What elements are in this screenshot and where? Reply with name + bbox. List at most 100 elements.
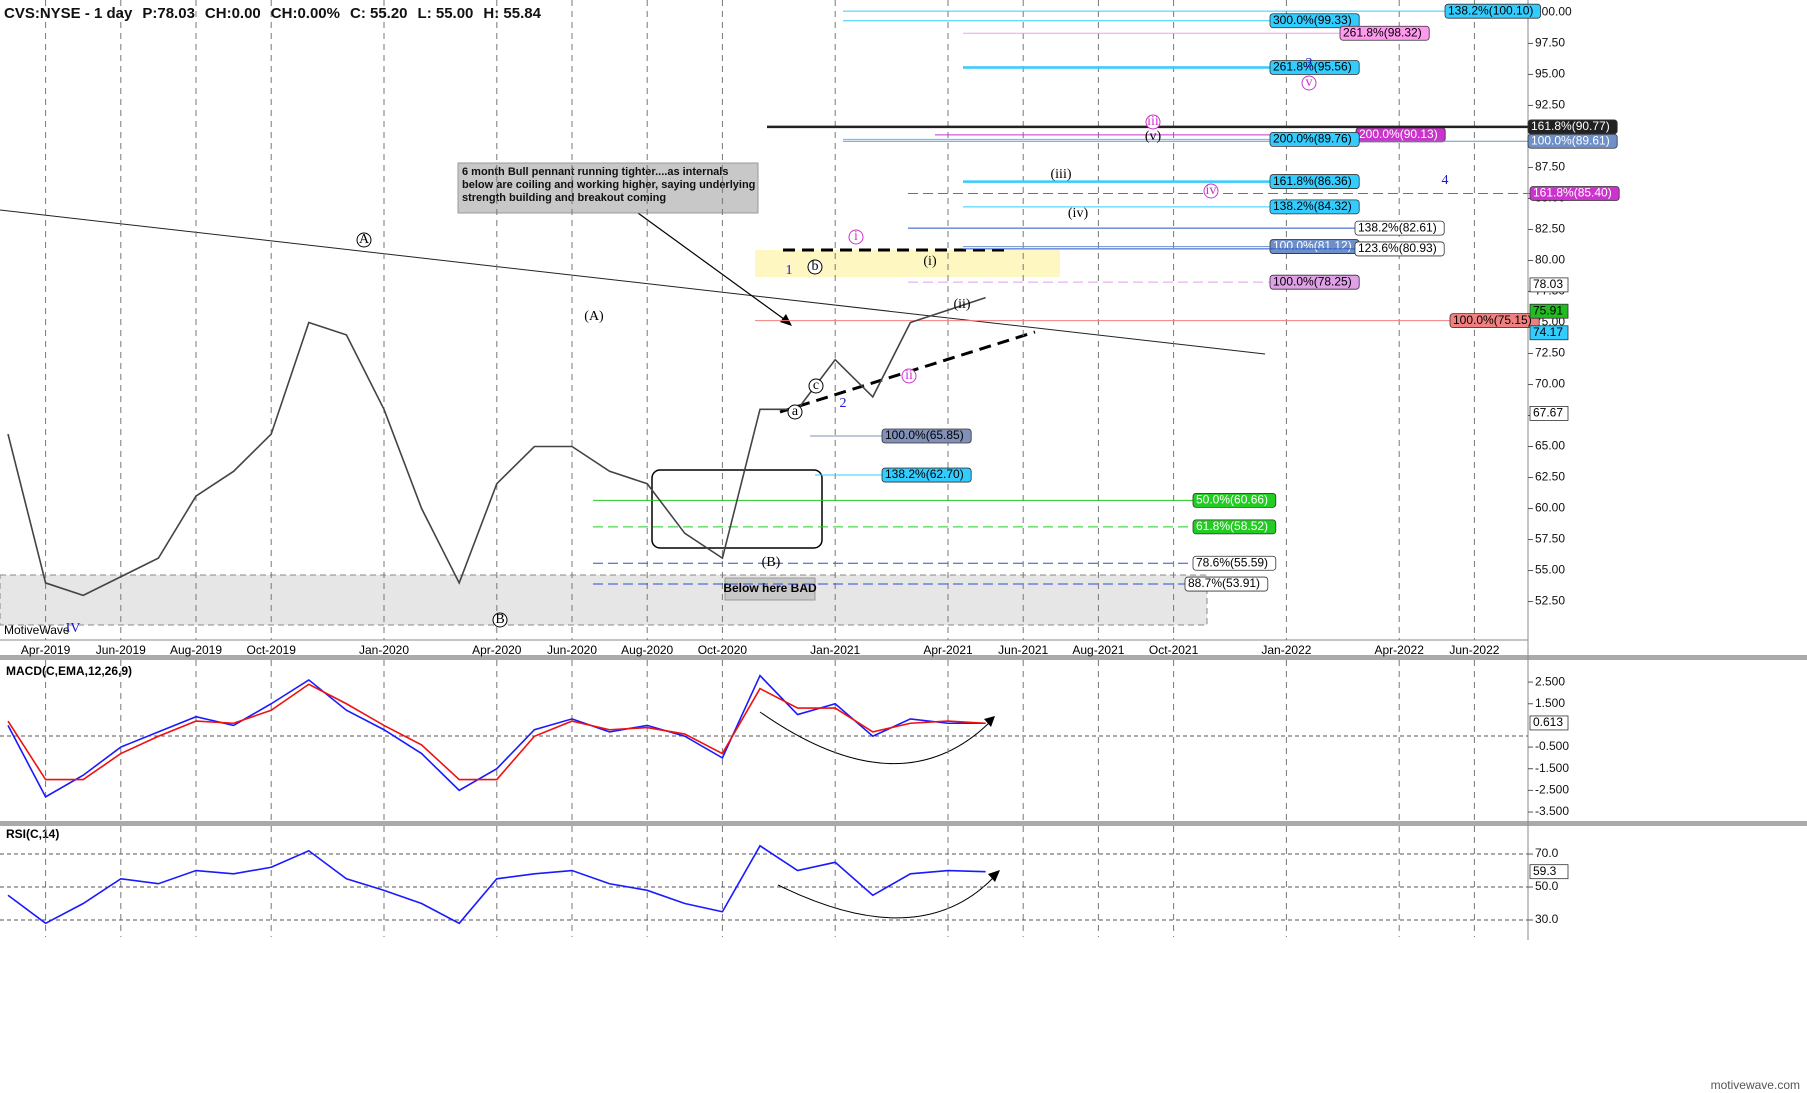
level-box xyxy=(1269,274,1360,290)
wave-label: iv xyxy=(1206,183,1217,198)
series-line xyxy=(7,683,986,781)
wave-circle xyxy=(808,378,824,394)
wave-label: (v) xyxy=(1145,129,1162,144)
x-tick-label: Aug-2020 xyxy=(621,643,673,657)
level-box xyxy=(1449,313,1540,329)
level-label: 161.8%(90.77) xyxy=(1531,119,1610,133)
wave-circle xyxy=(1203,183,1219,199)
level-label: 300.0%(99.33) xyxy=(1273,13,1352,27)
wave-label: c xyxy=(813,378,819,393)
curve-arrow xyxy=(777,875,996,919)
wave-label: (iv) xyxy=(1068,206,1089,221)
y-tick-label: 87.50 xyxy=(1535,160,1565,174)
series-line xyxy=(7,296,986,597)
separator xyxy=(0,821,1807,826)
wave-circle xyxy=(848,229,864,245)
y-tick-label: 55.00 xyxy=(1535,563,1565,577)
y-tick-label: -2.500 xyxy=(1535,783,1569,797)
level-box xyxy=(1269,13,1360,29)
level-box xyxy=(1192,555,1277,571)
arrow-head xyxy=(988,870,1000,882)
level-box xyxy=(1444,3,1541,19)
level-box xyxy=(1527,133,1618,149)
x-tick-label: Oct-2019 xyxy=(247,643,297,657)
x-tick-label: Apr-2022 xyxy=(1375,643,1425,657)
wave-label: (iii) xyxy=(1051,167,1072,182)
level-box xyxy=(1269,132,1360,147)
level-label: 50.0%(60.66) xyxy=(1196,493,1268,507)
bad-box xyxy=(724,577,816,601)
level-label: 161.8%(85.40) xyxy=(1533,186,1612,200)
x-tick-label: Jan-2022 xyxy=(1261,643,1311,657)
wave-label: i xyxy=(854,229,858,244)
price-marker xyxy=(1529,405,1569,421)
x-tick-label: Oct-2021 xyxy=(1149,643,1199,657)
level-label: 261.8%(95.56) xyxy=(1273,60,1352,74)
x-tick-label: Aug-2019 xyxy=(170,643,222,657)
level-label: 123.6%(80.93) xyxy=(1358,241,1437,255)
y-tick-label: 100.00 xyxy=(1535,5,1572,19)
wave-label: B xyxy=(495,612,504,627)
level-label: 100.0%(75.15) xyxy=(1453,313,1532,327)
note: 6 month Bull pennant running tighter....… xyxy=(462,166,756,204)
y-tick-label: 1.500 xyxy=(1535,696,1565,710)
change: CH:0.00 xyxy=(204,4,261,22)
panel-title: MACD(C,EMA,12,26,9) xyxy=(6,664,132,678)
price-marker xyxy=(1529,715,1569,731)
wave-label: iii xyxy=(1147,114,1159,129)
y-tick-label: 70.0 xyxy=(1535,846,1559,860)
level-label: 78.6%(55.59) xyxy=(1196,555,1268,569)
wave-circle xyxy=(901,368,917,384)
separator xyxy=(0,655,1807,660)
x-tick-label: Jun-2020 xyxy=(547,643,597,657)
wave-label: 3 xyxy=(1306,56,1313,71)
symbol: CVS:NYSE - 1 day xyxy=(4,4,133,22)
level-box xyxy=(1354,241,1445,257)
marker-label: 74.17 xyxy=(1533,325,1563,339)
marker-label: 0.613 xyxy=(1533,715,1563,729)
y-tick-label: 30.0 xyxy=(1535,912,1559,926)
price-marker xyxy=(1529,325,1569,341)
x-tick-label: Jun-2022 xyxy=(1449,643,1499,657)
x-tick-label: Jan-2021 xyxy=(810,643,860,657)
y-tick-label: 97.50 xyxy=(1535,36,1565,50)
level-box xyxy=(1339,25,1430,41)
x-tick-label: Apr-2019 xyxy=(21,643,71,657)
base-box xyxy=(651,469,823,549)
wave-label: 2 xyxy=(840,396,847,411)
y-tick-label: 57.50 xyxy=(1535,532,1565,546)
y-tick-label: 95.00 xyxy=(1535,67,1565,81)
level-label: 261.8%(98.32) xyxy=(1343,25,1422,39)
level-label: 138.2%(100.10) xyxy=(1448,3,1533,17)
level-label: 61.8%(58.52) xyxy=(1196,519,1268,533)
y-tick-label: 82.50 xyxy=(1535,222,1565,236)
y-tick-label: 80.00 xyxy=(1535,253,1565,267)
arrow xyxy=(619,199,789,323)
level-label: 88.7%(53.91) xyxy=(1188,576,1260,590)
wave-label: b xyxy=(812,259,819,274)
level-label: 161.8%(86.36) xyxy=(1273,174,1352,188)
price-marker xyxy=(1529,303,1569,319)
wave-label: a xyxy=(792,404,799,419)
note-box xyxy=(457,162,759,214)
wave-label: (A) xyxy=(584,309,604,324)
bad-note: Below here BAD xyxy=(723,581,817,595)
high: H: 55.84 xyxy=(483,4,541,22)
arrow-head xyxy=(780,314,792,326)
wave-label: (i) xyxy=(923,254,937,269)
y-tick-label: -0.500 xyxy=(1535,739,1569,753)
level-label: 100.0%(81.12) xyxy=(1273,239,1352,253)
wave-label: v xyxy=(1306,75,1313,90)
x-tick-label: Jan-2020 xyxy=(359,643,409,657)
level-box xyxy=(1354,220,1445,236)
x-tick-label: Jun-2019 xyxy=(96,643,146,657)
y-tick-label: 72.50 xyxy=(1535,346,1565,360)
wave-label: 1 xyxy=(786,263,793,278)
y-tick-label: 50.0 xyxy=(1535,879,1559,893)
wave-circle xyxy=(356,232,372,248)
level-label: 100.0%(78.25) xyxy=(1273,274,1352,288)
level-box xyxy=(881,467,972,483)
curve-arrow xyxy=(759,711,991,765)
note-text: 6 month Bull pennant running tighter....… xyxy=(462,166,756,204)
